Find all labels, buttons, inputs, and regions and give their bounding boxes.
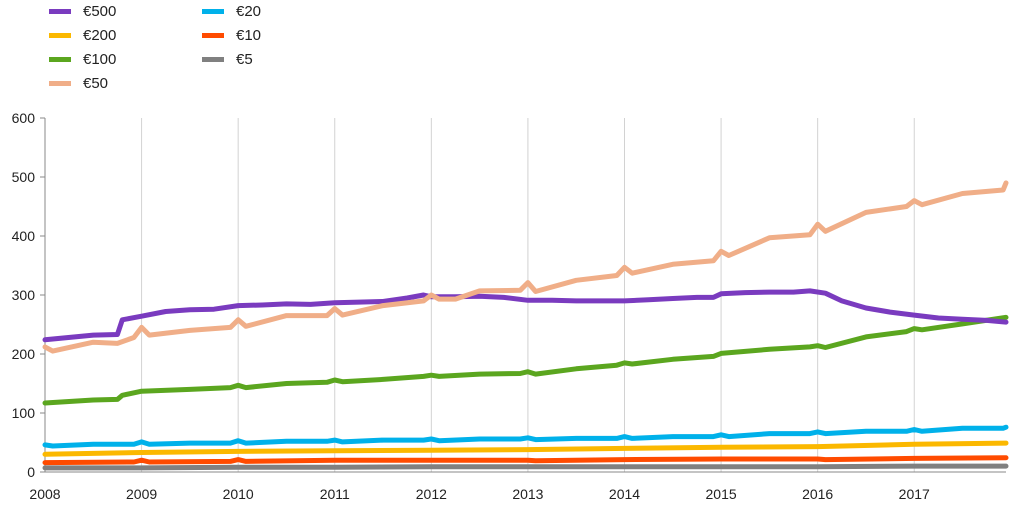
- x-tick-label-2011: 2011: [320, 486, 350, 502]
- legend-item-eur500: €500: [49, 1, 116, 21]
- legend-item-eur10: €10: [202, 25, 261, 45]
- legend-label: €20: [236, 2, 262, 20]
- series-line-eur20: [42, 424, 1009, 449]
- x-tick-label-2012: 2012: [416, 486, 447, 502]
- legend-item-eur20: €20: [202, 1, 261, 21]
- legend-label: €5: [236, 50, 253, 68]
- legend-label: €10: [236, 26, 262, 44]
- x-tick-label-2015: 2015: [706, 486, 737, 502]
- series-line-eur10: [42, 455, 1009, 466]
- y-tick-label-300: 300: [12, 287, 36, 303]
- legend-item-eur50: €50: [49, 73, 108, 93]
- y-tick-label-500: 500: [12, 169, 36, 185]
- legend-swatch: [202, 56, 224, 62]
- legend-swatch: [49, 32, 71, 38]
- legend-label: €100: [83, 50, 117, 68]
- legend-swatch: [49, 56, 71, 62]
- chart-legend: €500 €200 €100 €50 €20 €10 €5: [0, 0, 1024, 100]
- legend-label: €500: [83, 2, 117, 20]
- x-tick-label-2010: 2010: [223, 486, 254, 502]
- y-tick-label-600: 600: [12, 110, 36, 126]
- y-tick-label-400: 400: [12, 228, 36, 244]
- series-line-eur5: [42, 463, 1009, 471]
- legend-swatch: [202, 8, 224, 14]
- x-tick-label-2008: 2008: [29, 486, 60, 502]
- legend-item-eur200: €200: [49, 25, 116, 45]
- y-tick-label-100: 100: [12, 405, 36, 421]
- series-line-eur200: [42, 440, 1009, 457]
- x-tick-label-2017: 2017: [899, 486, 930, 502]
- x-tick-label-2016: 2016: [802, 486, 833, 502]
- y-tick-label-0: 0: [27, 464, 35, 480]
- series-line-eur50: [42, 180, 1009, 354]
- legend-item-eur100: €100: [49, 49, 116, 69]
- series-line-eur500: [42, 288, 1009, 343]
- legend-label: €200: [83, 26, 117, 44]
- legend-swatch: [202, 32, 224, 38]
- series-line-eur100: [42, 314, 1009, 406]
- legend-swatch: [49, 8, 71, 14]
- legend-swatch: [49, 80, 71, 86]
- legend-item-eur5: €5: [202, 49, 253, 69]
- y-tick-label-200: 200: [12, 346, 36, 362]
- legend-label: €50: [83, 74, 109, 92]
- x-tick-label-2014: 2014: [609, 486, 640, 502]
- x-tick-label-2013: 2013: [512, 486, 543, 502]
- x-tick-label-2009: 2009: [126, 486, 157, 502]
